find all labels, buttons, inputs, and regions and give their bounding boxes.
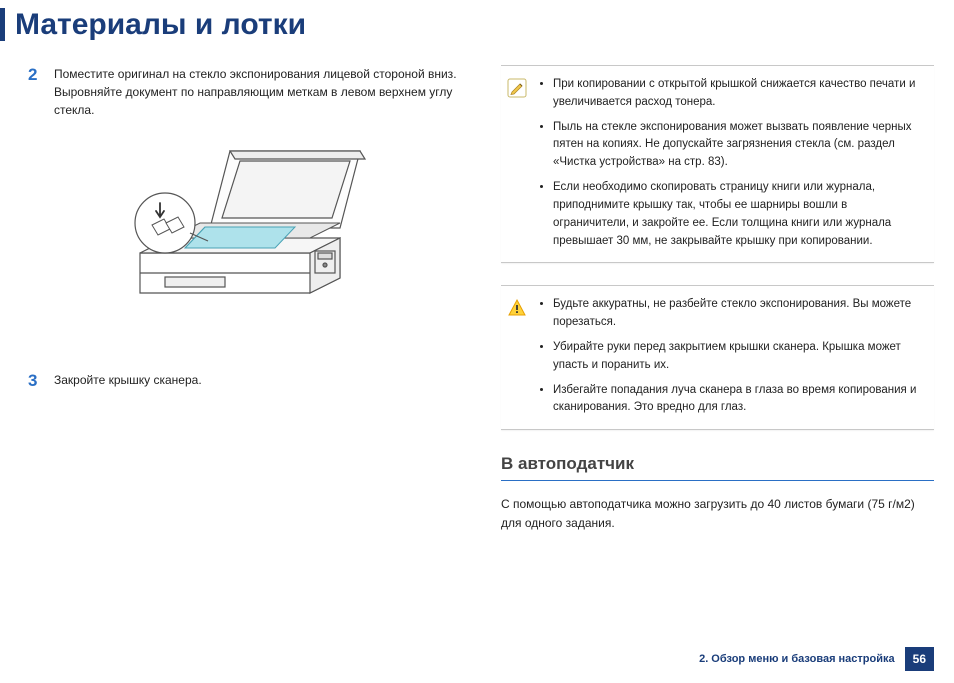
warning-icon <box>507 298 527 318</box>
note-caution-list: Будьте аккуратны, не разбейте стекло экс… <box>537 296 924 417</box>
content-columns: 2 Поместите оригинал на стекло экспониро… <box>0 65 954 532</box>
note-caution-item: Избегайте попадания луча сканера в глаза… <box>553 382 924 418</box>
step-3: 3 Закройте крышку сканера. <box>28 371 461 391</box>
note-info-item: Пыль на стекле экспонирования может вызв… <box>553 119 924 172</box>
note-info-item: При копировании с открытой крышкой снижа… <box>553 76 924 112</box>
right-column: При копировании с открытой крышкой снижа… <box>501 65 934 532</box>
pencil-note-icon <box>507 78 527 98</box>
footer-chapter: 2. Обзор меню и базовая настройка <box>699 653 895 665</box>
step-2: 2 Поместите оригинал на стекло экспониро… <box>28 65 461 119</box>
autofeeder-description: С помощью автоподатчика можно загрузить … <box>501 495 934 532</box>
step-number-3: 3 <box>28 371 42 391</box>
page-title: Материалы и лотки <box>0 8 954 41</box>
note-caution-item: Убирайте руки перед закрытием крышки ска… <box>553 339 924 375</box>
page-number: 56 <box>905 647 934 671</box>
note-info-item: Если необходимо скопировать страницу кни… <box>553 179 924 250</box>
page-footer: 2. Обзор меню и базовая настройка 56 <box>699 647 934 671</box>
scanner-illustration <box>28 133 461 353</box>
note-caution-item: Будьте аккуратны, не разбейте стекло экс… <box>553 296 924 332</box>
subheading-divider <box>501 480 934 481</box>
note-caution: Будьте аккуратны, не разбейте стекло экс… <box>501 285 934 430</box>
step-number-2: 2 <box>28 65 42 119</box>
step-text-3: Закройте крышку сканера. <box>54 371 202 391</box>
subheading-autofeeder: В автоподатчик <box>501 454 934 474</box>
note-info-list: При копировании с открытой крышкой снижа… <box>537 76 924 250</box>
left-column: 2 Поместите оригинал на стекло экспониро… <box>28 65 461 532</box>
note-info: При копировании с открытой крышкой снижа… <box>501 65 934 263</box>
step-text-2: Поместите оригинал на стекло экспонирова… <box>54 65 461 119</box>
